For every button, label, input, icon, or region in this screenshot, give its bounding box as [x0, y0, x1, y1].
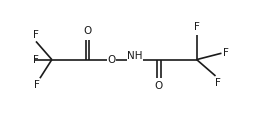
Text: F: F [33, 30, 38, 40]
Text: O: O [83, 26, 92, 36]
Text: NH: NH [127, 51, 143, 61]
Text: O: O [107, 55, 115, 65]
Text: F: F [33, 55, 39, 65]
Text: F: F [34, 80, 40, 91]
Text: F: F [194, 22, 200, 32]
Text: F: F [215, 78, 220, 88]
Text: O: O [155, 81, 163, 91]
Text: F: F [223, 48, 229, 58]
